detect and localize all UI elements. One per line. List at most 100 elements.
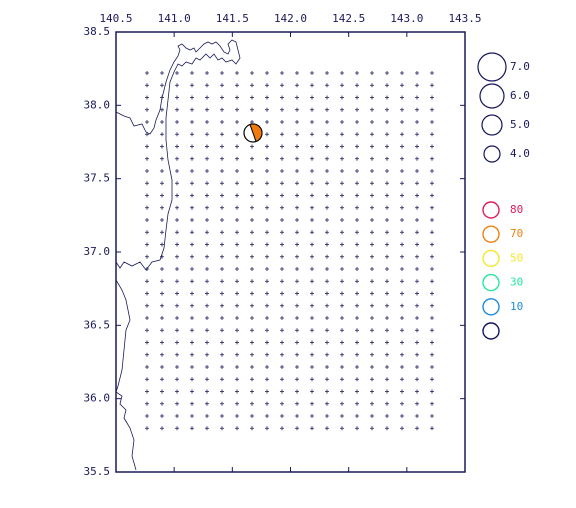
- station-marker: [400, 83, 404, 88]
- station-marker: [235, 291, 239, 296]
- station-marker: [220, 303, 224, 308]
- station-marker: [325, 242, 329, 247]
- station-marker: [190, 169, 194, 173]
- station-marker: [160, 218, 164, 222]
- station-marker: [430, 169, 434, 173]
- station-marker: [355, 193, 359, 198]
- station-marker: [205, 107, 209, 112]
- station-marker: [250, 242, 254, 247]
- station-marker: [235, 377, 239, 382]
- station-marker: [280, 254, 284, 259]
- station-marker: [310, 120, 314, 124]
- station-marker: [415, 377, 419, 382]
- station-marker: [340, 340, 344, 345]
- station-marker: [190, 230, 194, 235]
- coastline: [115, 39, 241, 271]
- station-marker: [250, 218, 254, 222]
- lat-tick-label: 36.0: [84, 392, 111, 405]
- station-marker: [280, 279, 284, 284]
- station-marker: [235, 352, 239, 357]
- station-marker: [370, 328, 374, 333]
- station-marker: [265, 83, 269, 88]
- station-marker: [370, 316, 374, 320]
- beachball-quadrant: [249, 123, 263, 143]
- station-marker: [175, 71, 179, 75]
- station-marker: [430, 279, 434, 284]
- station-marker: [160, 365, 164, 369]
- station-marker: [385, 279, 389, 284]
- station-marker: [205, 401, 209, 406]
- station-marker: [220, 352, 224, 357]
- station-marker: [190, 401, 194, 406]
- station-marker: [385, 71, 389, 75]
- station-marker: [295, 414, 299, 418]
- station-marker: [280, 107, 284, 112]
- station-marker: [430, 242, 434, 247]
- station-marker: [175, 132, 179, 137]
- station-grid: [145, 71, 434, 431]
- station-marker: [370, 83, 374, 88]
- station-marker: [265, 377, 269, 382]
- station-marker: [190, 83, 194, 88]
- station-marker: [220, 242, 224, 247]
- station-marker: [280, 401, 284, 406]
- station-marker: [415, 365, 419, 369]
- station-marker: [160, 352, 164, 357]
- station-marker: [295, 193, 299, 198]
- station-marker: [415, 71, 419, 75]
- station-marker: [355, 414, 359, 418]
- station-marker: [295, 316, 299, 320]
- station-marker: [370, 230, 374, 235]
- station-marker: [415, 279, 419, 284]
- station-marker: [415, 230, 419, 235]
- station-marker: [385, 144, 389, 149]
- station-marker: [385, 193, 389, 198]
- station-marker: [250, 254, 254, 259]
- station-marker: [430, 218, 434, 222]
- station-marker: [205, 120, 209, 124]
- station-marker: [430, 414, 434, 418]
- station-marker: [310, 242, 314, 247]
- station-marker: [160, 205, 164, 210]
- station-marker: [160, 107, 164, 112]
- station-marker: [145, 401, 149, 406]
- station-marker: [280, 205, 284, 210]
- station-marker: [250, 169, 254, 173]
- station-marker: [295, 205, 299, 210]
- station-marker: [160, 242, 164, 247]
- station-marker: [430, 205, 434, 210]
- station-marker: [205, 267, 209, 271]
- station-marker: [400, 169, 404, 173]
- station-marker: [370, 377, 374, 382]
- station-marker: [340, 267, 344, 271]
- station-marker: [205, 414, 209, 418]
- station-marker: [355, 267, 359, 271]
- station-marker: [250, 193, 254, 198]
- station-marker: [295, 377, 299, 382]
- station-marker: [190, 181, 194, 186]
- station-marker: [280, 95, 284, 100]
- station-marker: [280, 316, 284, 320]
- station-marker: [190, 254, 194, 259]
- station-marker: [220, 107, 224, 112]
- station-marker: [400, 340, 404, 345]
- magnitude-circle: [477, 52, 507, 82]
- station-marker: [220, 267, 224, 271]
- station-marker: [310, 218, 314, 222]
- station-marker: [145, 377, 149, 382]
- station-marker: [235, 254, 239, 259]
- station-marker: [310, 377, 314, 382]
- station-marker: [235, 401, 239, 406]
- station-marker: [325, 352, 329, 357]
- station-marker: [325, 279, 329, 284]
- station-marker: [160, 389, 164, 394]
- station-marker: [190, 389, 194, 394]
- station-marker: [235, 340, 239, 345]
- station-marker: [340, 414, 344, 418]
- station-marker: [145, 156, 149, 161]
- station-marker: [160, 426, 164, 431]
- station-marker: [145, 303, 149, 308]
- station-marker: [250, 181, 254, 186]
- station-marker: [370, 242, 374, 247]
- station-marker: [145, 352, 149, 357]
